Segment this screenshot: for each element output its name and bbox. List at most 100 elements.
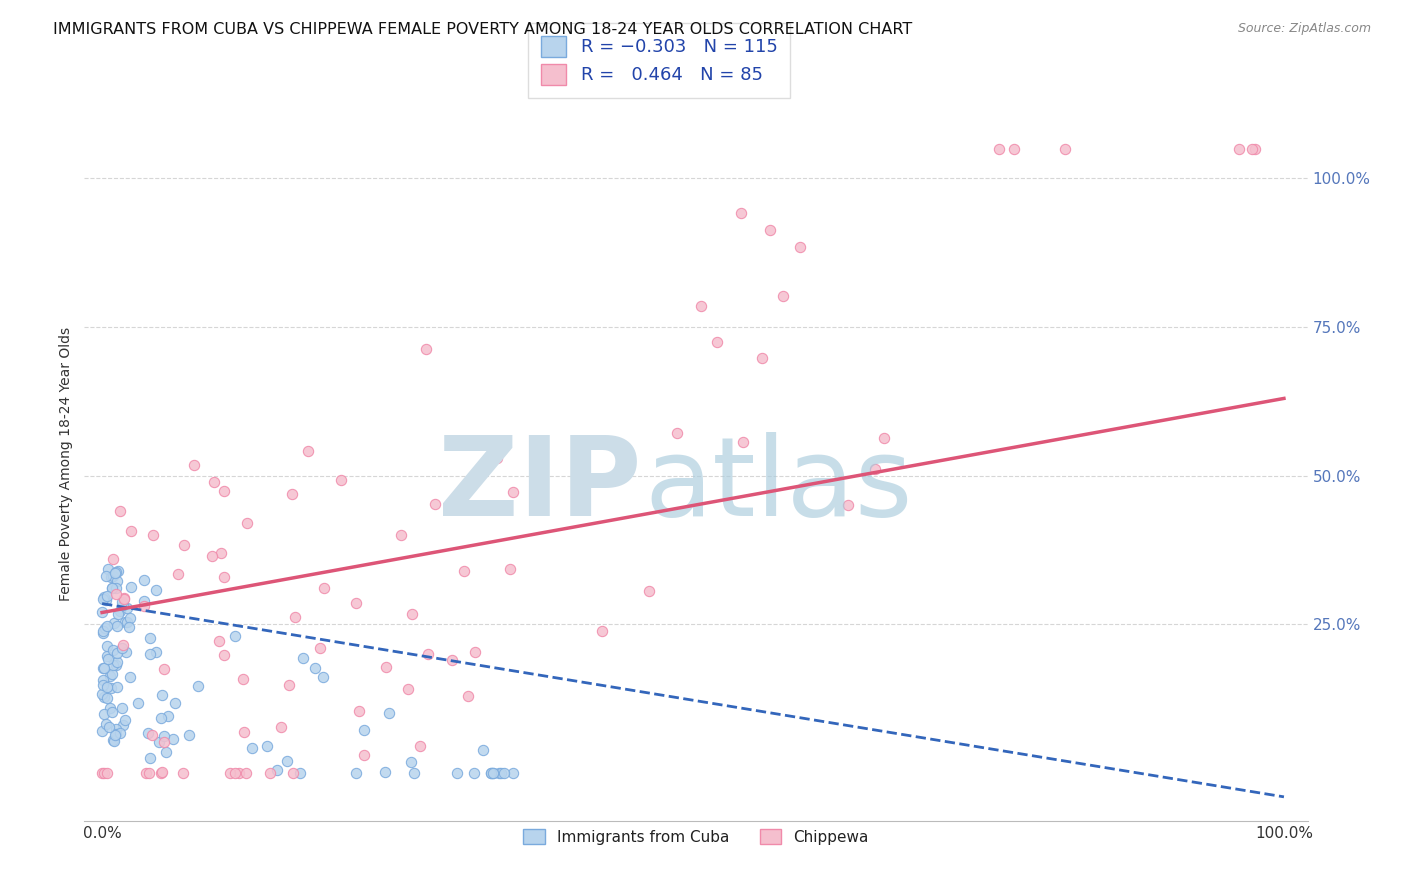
Point bbox=[114, 615, 136, 629]
Point bbox=[93, 660, 115, 674]
Point bbox=[404, 766, 426, 780]
Point bbox=[120, 524, 142, 538]
Point bbox=[453, 564, 475, 578]
Point bbox=[142, 528, 165, 542]
Point bbox=[1054, 142, 1077, 156]
Point bbox=[399, 755, 422, 769]
Point bbox=[118, 670, 141, 684]
Point bbox=[375, 660, 398, 674]
Point bbox=[104, 565, 127, 579]
Point bbox=[149, 711, 172, 725]
Point bbox=[96, 766, 118, 780]
Point bbox=[94, 569, 117, 583]
Point bbox=[240, 741, 263, 756]
Point bbox=[155, 745, 177, 759]
Point bbox=[91, 687, 114, 701]
Point bbox=[232, 672, 254, 686]
Point bbox=[93, 621, 115, 635]
Point bbox=[297, 443, 319, 458]
Point bbox=[423, 497, 446, 511]
Point bbox=[105, 681, 128, 695]
Point bbox=[108, 725, 131, 739]
Point bbox=[110, 604, 132, 618]
Point bbox=[353, 748, 375, 763]
Point bbox=[172, 766, 194, 780]
Point bbox=[91, 605, 114, 619]
Point bbox=[212, 648, 235, 663]
Point bbox=[440, 653, 463, 667]
Point bbox=[284, 610, 307, 624]
Point bbox=[202, 475, 225, 489]
Point bbox=[157, 709, 180, 723]
Point bbox=[96, 639, 118, 653]
Point bbox=[93, 690, 115, 704]
Point bbox=[873, 431, 896, 445]
Point bbox=[108, 504, 131, 518]
Point bbox=[344, 766, 367, 780]
Point bbox=[1227, 142, 1250, 156]
Point bbox=[481, 766, 503, 780]
Point bbox=[219, 766, 242, 780]
Point bbox=[112, 591, 135, 605]
Point bbox=[120, 580, 142, 594]
Point bbox=[502, 766, 524, 780]
Point bbox=[91, 766, 114, 780]
Point bbox=[212, 569, 235, 583]
Point bbox=[706, 334, 728, 349]
Point bbox=[105, 618, 128, 632]
Point bbox=[173, 538, 195, 552]
Point bbox=[309, 640, 332, 655]
Point bbox=[278, 678, 301, 692]
Point bbox=[418, 647, 440, 661]
Point bbox=[96, 716, 118, 731]
Point bbox=[111, 640, 134, 655]
Point bbox=[236, 516, 259, 530]
Point bbox=[112, 638, 135, 652]
Point bbox=[389, 528, 412, 542]
Point bbox=[96, 619, 118, 633]
Point bbox=[138, 631, 160, 645]
Point bbox=[281, 486, 304, 500]
Point bbox=[104, 727, 127, 741]
Point bbox=[162, 731, 184, 746]
Point bbox=[111, 701, 134, 715]
Point bbox=[457, 689, 479, 703]
Point bbox=[100, 581, 122, 595]
Point bbox=[149, 766, 172, 780]
Point bbox=[118, 620, 141, 634]
Point bbox=[591, 624, 613, 639]
Point bbox=[485, 451, 508, 466]
Point bbox=[987, 142, 1010, 156]
Point bbox=[96, 680, 118, 694]
Point bbox=[1240, 142, 1263, 156]
Point bbox=[153, 735, 176, 749]
Point bbox=[148, 735, 170, 749]
Point bbox=[138, 766, 160, 780]
Point bbox=[93, 766, 115, 780]
Text: atlas: atlas bbox=[644, 432, 912, 539]
Point bbox=[330, 473, 353, 487]
Point bbox=[98, 701, 121, 715]
Point bbox=[105, 655, 128, 669]
Point bbox=[139, 647, 162, 661]
Point bbox=[481, 766, 503, 780]
Point bbox=[502, 485, 524, 500]
Point bbox=[353, 723, 375, 737]
Point bbox=[212, 483, 235, 498]
Point bbox=[114, 713, 136, 727]
Point bbox=[115, 601, 138, 615]
Point bbox=[96, 690, 118, 705]
Point bbox=[224, 766, 246, 780]
Point bbox=[208, 634, 231, 648]
Text: ZIP: ZIP bbox=[437, 432, 641, 539]
Point bbox=[91, 625, 114, 640]
Point bbox=[98, 721, 121, 735]
Point bbox=[1244, 142, 1267, 156]
Point bbox=[91, 673, 114, 687]
Point bbox=[101, 642, 124, 657]
Point bbox=[104, 587, 127, 601]
Legend: Immigrants from Cuba, Chippewa: Immigrants from Cuba, Chippewa bbox=[516, 821, 876, 852]
Point bbox=[103, 615, 125, 630]
Point bbox=[187, 679, 209, 693]
Point bbox=[863, 462, 886, 476]
